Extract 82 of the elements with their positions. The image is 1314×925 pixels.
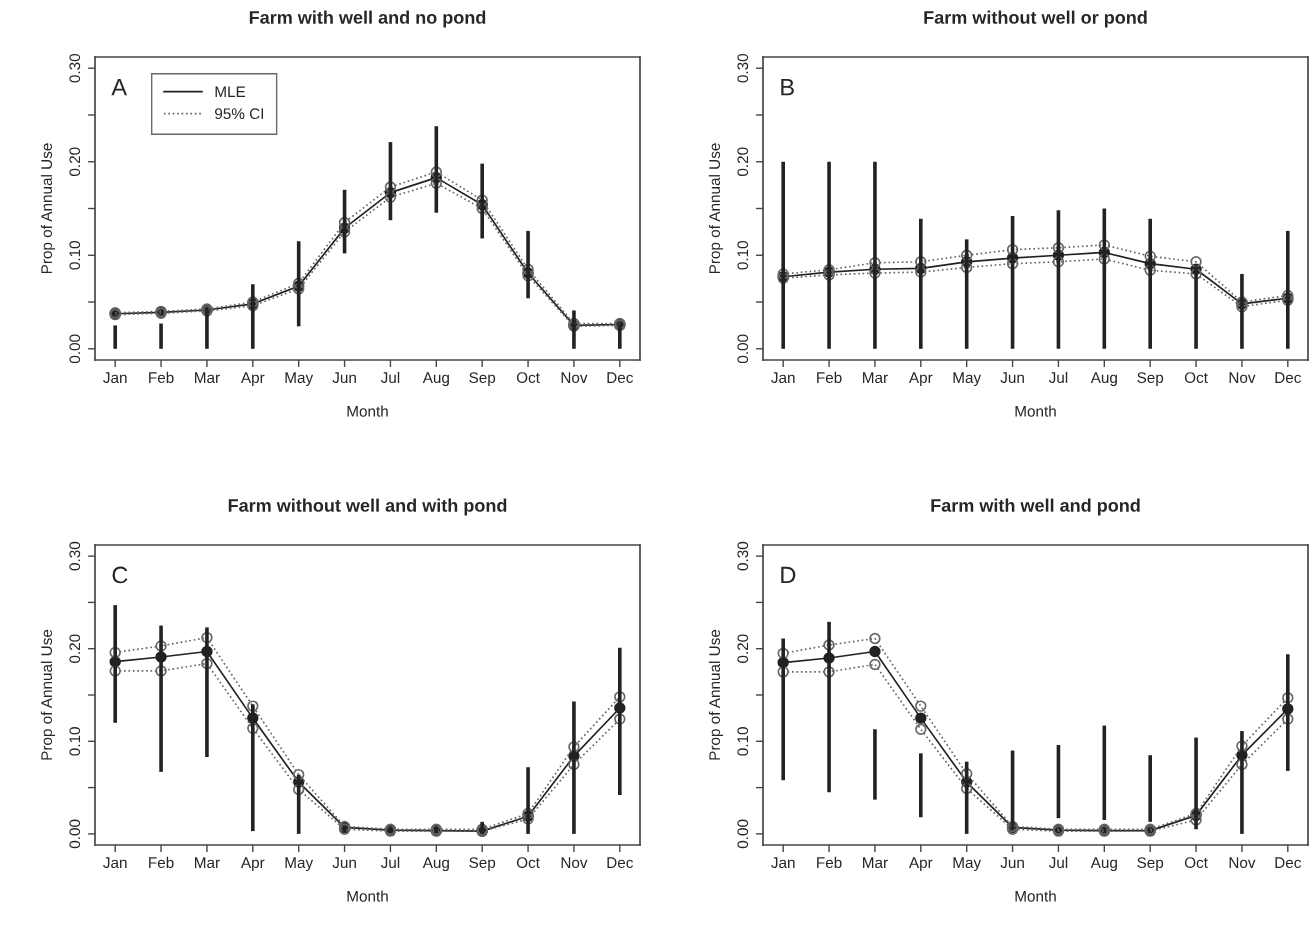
y-tick-label: 0.30 [737,541,749,571]
x-axis-title: Month [1015,890,1056,902]
y-tick-label: 0.00 [69,819,81,849]
y-axis-title: Prop of Annual Use [40,629,56,760]
x-tick-label: Nov [561,372,588,384]
x-tick-label: Aug [1090,372,1117,387]
x-tick-label: May [285,857,314,872]
x-tick-label: Sep [1137,372,1164,387]
x-tick-label: Mar [195,857,220,869]
chart-title: Farm with well and pond [931,498,1140,516]
x-tick-label: Oct [516,372,540,384]
y-tick-label: 0.30 [69,541,81,571]
x-tick-label: Apr [908,857,933,872]
x-axis-title: Month [347,405,388,417]
x-tick-label: Aug [422,372,449,387]
x-tick-label: Mar [195,372,220,384]
x-tick-label: Jun [1000,857,1024,869]
y-tick-label: 0.20 [737,147,749,177]
x-tick-label: Feb [149,856,174,869]
x-tick-label: Feb [149,371,174,384]
x-tick-label: Aug [422,857,449,872]
x-tick-label: Feb [817,856,842,869]
annotation: A [111,79,128,96]
x-tick-label: Jan [771,857,795,869]
annotation: D [781,566,796,584]
y-tick-label: 0.10 [737,240,749,270]
x-tick-label: Feb [817,371,842,384]
x-tick-label: May [953,857,982,872]
x-tick-label: Dec [1275,857,1301,869]
x-tick-label: Mar [863,372,888,384]
annotation: C [112,566,128,584]
x-tick-label: Jul [380,371,400,384]
x-tick-label: Sep [469,857,496,872]
x-tick-label: Jul [1048,371,1068,384]
x-tick-label: Mar [863,857,888,869]
legend-label: 95% CI [215,108,264,120]
x-tick-label: May [285,372,314,387]
x-tick-label: Apr [240,857,265,872]
x-tick-label: Nov [561,857,588,869]
x-tick-label: Sep [469,372,496,387]
x-tick-label: May [953,372,982,387]
y-tick-label: 0.10 [737,727,749,756]
y-tick-label: 0.10 [69,727,81,756]
x-tick-label: Aug [1090,857,1117,872]
chart-title: Farm without well or pond [924,10,1147,28]
x-tick-label: Nov [1229,857,1256,869]
y-tick-label: 0.00 [737,334,749,364]
y-tick-label: 0.20 [69,147,81,177]
y-tick-label: 0.00 [737,819,749,849]
x-axis-title: Month [1015,405,1056,417]
x-tick-label: Jul [1048,856,1068,869]
y-tick-label: 0.00 [69,334,81,364]
x-tick-label: Nov [1229,372,1256,384]
x-tick-label: Jan [103,857,127,869]
chart-title: Farm without well and with pond [228,498,507,516]
y-tick-label: 0.30 [69,53,81,83]
x-tick-label: Dec [1275,372,1301,384]
legend-label: MLE [215,86,246,98]
y-tick-label: 0.10 [69,240,81,270]
y-axis-title: Prop of Annual Use [40,143,56,274]
y-axis-title: Prop of Annual Use [708,629,724,760]
x-tick-label: Oct [516,857,540,869]
x-tick-label: Jul [380,856,400,869]
annotation: B [781,79,794,96]
y-axis-title: Prop of Annual Use [708,143,724,274]
chart-title: Farm with well and no pond [249,10,486,28]
x-tick-label: Jan [103,372,127,384]
x-tick-label: Jan [771,372,795,384]
x-tick-label: Jun [332,372,356,384]
y-tick-label: 0.20 [69,634,81,663]
x-tick-label: Dec [607,857,633,869]
y-tick-label: 0.30 [737,53,749,83]
y-tick-label: 0.20 [737,634,749,663]
x-tick-label: Sep [1137,857,1164,872]
x-tick-label: Dec [607,372,633,384]
x-tick-label: Oct [1184,372,1208,384]
x-tick-label: Jun [1000,372,1024,384]
x-tick-label: Oct [1184,857,1208,869]
x-tick-label: Apr [908,372,933,387]
x-axis-title: Month [347,890,388,902]
x-tick-label: Apr [240,372,265,387]
x-tick-label: Jun [332,857,356,869]
